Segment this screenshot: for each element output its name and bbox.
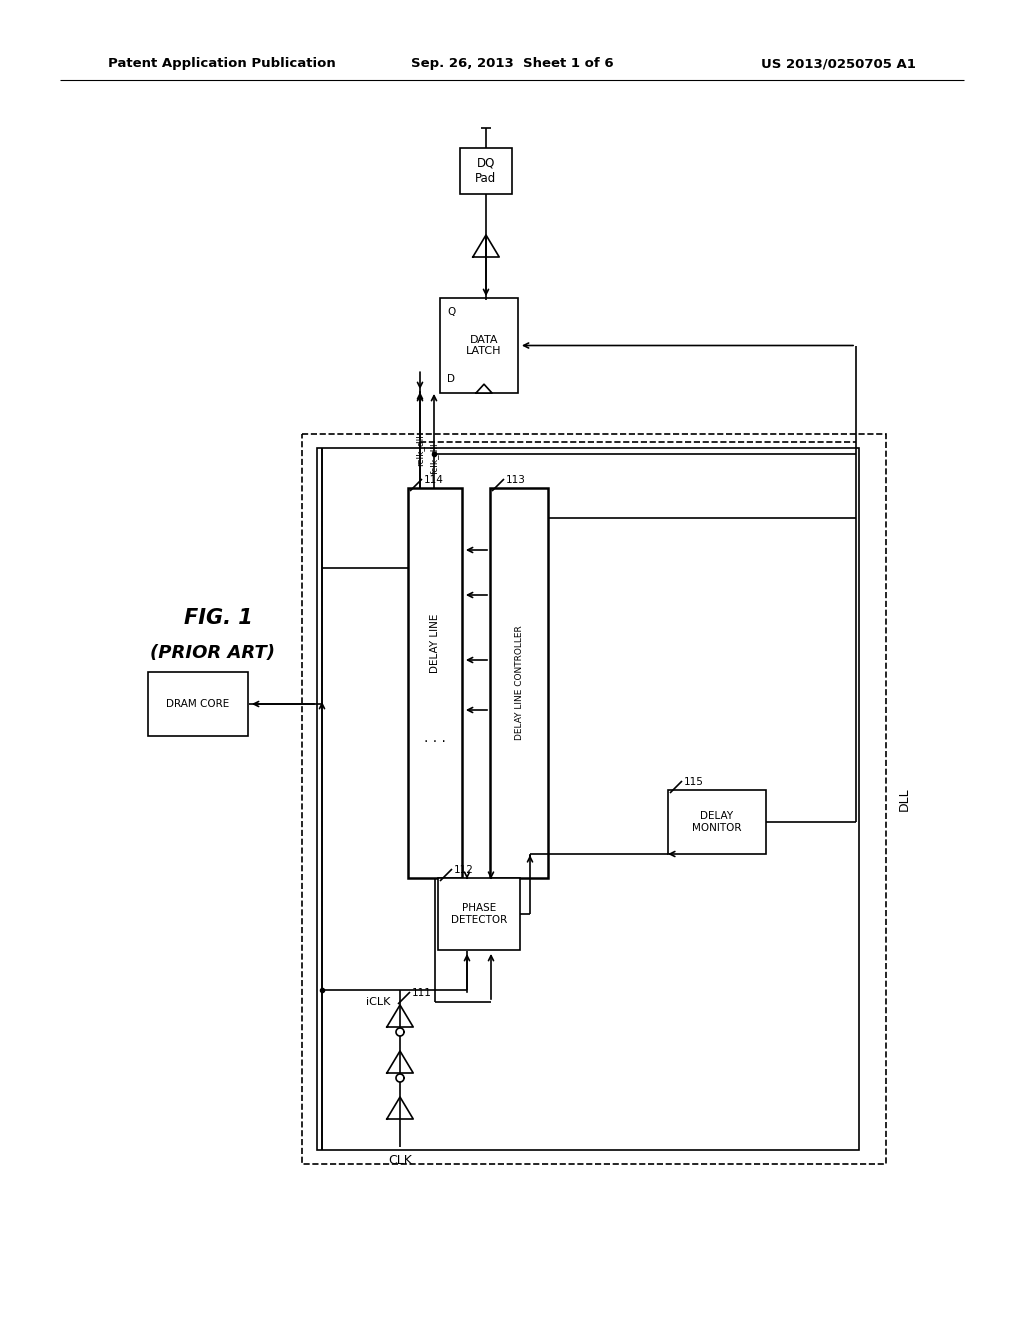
Text: Sep. 26, 2013  Sheet 1 of 6: Sep. 26, 2013 Sheet 1 of 6 [411,58,613,70]
Bar [438,878,520,950]
Polygon shape [387,1005,414,1027]
Text: DRAM CORE: DRAM CORE [166,700,229,709]
Bar [460,148,512,194]
Text: 115: 115 [684,777,703,787]
Text: DLL: DLL [897,787,910,810]
Text: DATA
LATCH: DATA LATCH [466,335,502,356]
Bar [148,672,248,737]
Text: FIG. 1: FIG. 1 [183,609,252,628]
Polygon shape [396,1028,404,1036]
Text: Patent Application Publication: Patent Application Publication [108,58,336,70]
Text: DQ
Pad: DQ Pad [475,157,497,185]
Text: 111: 111 [412,987,432,998]
Text: 112: 112 [454,865,474,875]
Text: (PRIOR ART): (PRIOR ART) [150,644,274,663]
Text: 114: 114 [424,475,443,484]
Text: DELAY
MONITOR: DELAY MONITOR [692,812,741,833]
Polygon shape [387,1097,414,1119]
Bar [302,434,886,1164]
Polygon shape [473,235,500,257]
Text: 113: 113 [506,475,526,484]
Text: DELAY LINE: DELAY LINE [430,614,440,673]
Text: CLK: CLK [388,1155,412,1167]
Text: D: D [447,374,455,384]
Polygon shape [387,1051,414,1073]
Text: DELAY LINE CONTROLLER: DELAY LINE CONTROLLER [514,626,523,741]
Text: PHASE
DETECTOR: PHASE DETECTOR [451,903,507,925]
Text: iCLK: iCLK [366,997,390,1007]
Text: rclk_dll: rclk_dll [416,434,425,466]
Polygon shape [476,384,492,393]
Text: Q: Q [447,308,456,317]
Bar [408,488,462,878]
Text: . . .: . . . [424,731,445,744]
Bar [440,298,518,393]
Bar [317,447,859,1150]
Bar [490,488,548,878]
Polygon shape [396,1074,404,1082]
Text: fclk_dll: fclk_dll [429,442,438,474]
Bar [668,789,766,854]
Text: US 2013/0250705 A1: US 2013/0250705 A1 [761,58,916,70]
